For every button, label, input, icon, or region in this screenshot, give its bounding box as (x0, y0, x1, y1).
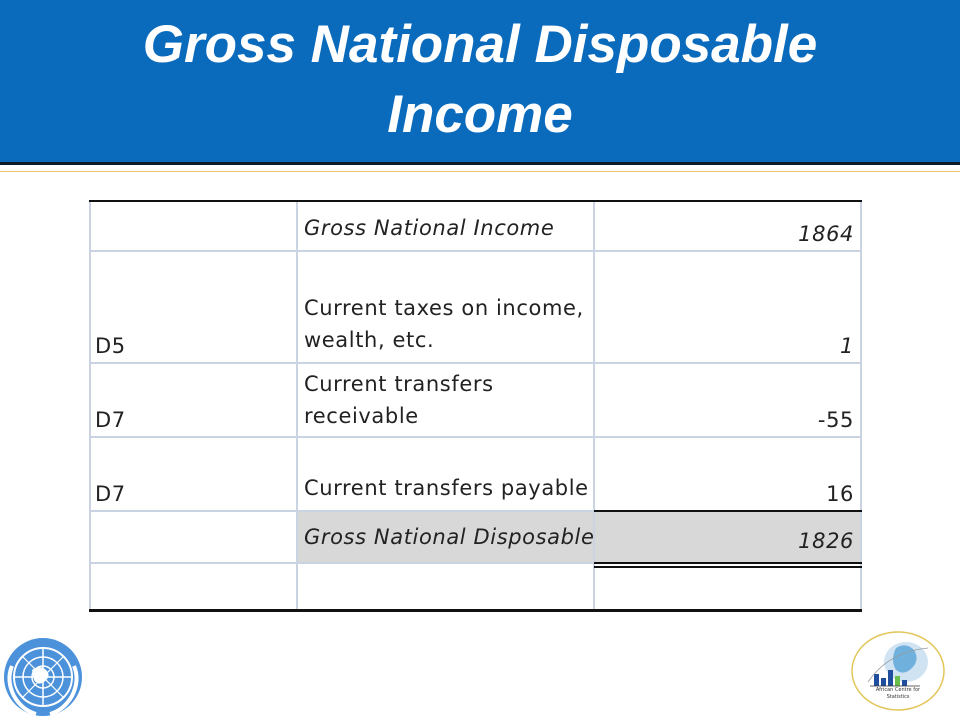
total-double-rule-2 (594, 566, 862, 568)
code-cell: D5 (89, 252, 297, 362)
banner-accent-line (0, 171, 960, 172)
table-row (89, 564, 862, 610)
description-cell: Current taxes on income, wealth, etc. (297, 252, 594, 362)
description-line: receivable (304, 404, 419, 428)
value-cell: 1 (594, 252, 862, 362)
description-line: Current transfers (304, 372, 494, 396)
description-line: wealth, etc. (304, 328, 435, 352)
un-emblem-icon (4, 638, 82, 716)
value-cell: 1864 (594, 202, 862, 250)
slide-title-line-2: Income (387, 85, 573, 144)
slide-title: Gross National Disposable Income (0, 10, 960, 150)
code-cell (89, 202, 297, 250)
description-text: Current transfers receivable (304, 368, 594, 432)
description-cell: Gross National Income (297, 202, 594, 250)
code-cell: D7 (89, 364, 297, 436)
acs-logo-caption: African Centre for Statistics (858, 687, 938, 701)
banner-underline (0, 162, 960, 165)
value-cell: -55 (594, 364, 862, 436)
acs-caption-line: Statistics (886, 694, 910, 700)
table-row: D7 Current transfers receivable -55 (89, 364, 862, 436)
table-top-border (89, 200, 862, 202)
grid-line (89, 510, 862, 512)
value-text: 1826 (798, 529, 854, 553)
value-text: -55 (817, 408, 854, 432)
table-row: Gross National Income 1864 (89, 202, 862, 250)
grid-line (89, 562, 862, 564)
value-text: 16 (826, 482, 854, 506)
total-top-rule (594, 510, 862, 512)
description-cell: Gross National Disposable I (297, 512, 594, 562)
description-text: Gross National Disposable I (304, 525, 594, 549)
description-text: Current taxes on income, wealth, etc. (304, 292, 594, 356)
slide-title-line-1: Gross National Disposable (142, 15, 818, 74)
description-cell: Current transfers payable (297, 438, 594, 510)
value-text: 1 (840, 334, 854, 358)
code-cell (89, 512, 297, 562)
table-row-total: Gross National Disposable I 1826 (89, 512, 862, 562)
description-cell: Current transfers receivable (297, 364, 594, 436)
code-text: D5 (95, 334, 126, 358)
total-double-rule-1 (594, 562, 862, 564)
total-row-shading (297, 512, 862, 562)
grid-line (296, 200, 298, 612)
grid-line (860, 200, 862, 612)
value-cell: 1826 (594, 512, 862, 562)
code-text: D7 (95, 408, 126, 432)
table-row: D7 Current transfers payable 16 (89, 438, 862, 510)
grid-line (89, 250, 862, 252)
grid-line (89, 436, 862, 438)
description-text: Gross National Income (304, 216, 555, 240)
description-text: Current transfers payable (304, 476, 589, 500)
code-text: D7 (95, 482, 126, 506)
description-line: Current taxes on income, (304, 296, 584, 320)
description-cell (297, 564, 594, 610)
acs-caption-line: African Centre for (875, 687, 921, 693)
african-centre-for-statistics-logo (851, 631, 945, 711)
grid-line (89, 362, 862, 364)
income-table: Gross National Income 1864 D5 Current ta… (89, 200, 862, 612)
value-cell (594, 564, 862, 610)
code-cell (89, 564, 297, 610)
code-cell: D7 (89, 438, 297, 510)
value-text: 1864 (798, 222, 854, 246)
title-banner: Gross National Disposable Income (0, 0, 960, 162)
grid-line (89, 200, 91, 612)
table-bottom-border (89, 609, 862, 612)
table-row: D5 Current taxes on income, wealth, etc.… (89, 252, 862, 362)
grid-line (593, 200, 595, 612)
value-cell: 16 (594, 438, 862, 510)
